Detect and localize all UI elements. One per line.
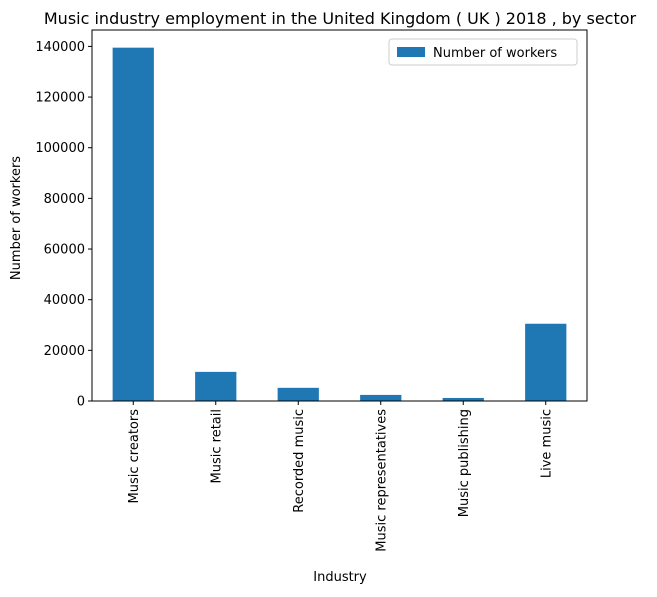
legend-label: Number of workers xyxy=(433,46,557,61)
plot-frame xyxy=(91,29,588,402)
y-tick-label: 120000 xyxy=(35,91,85,106)
y-tick-label: 80000 xyxy=(44,192,85,207)
x-tick-label: Recorded music xyxy=(292,409,307,513)
y-tick-label: 140000 xyxy=(35,40,85,55)
y-tick-label: 100000 xyxy=(35,141,85,156)
x-tick-label: Music retail xyxy=(209,409,224,483)
x-axis-label: Industry xyxy=(313,570,367,585)
legend-swatch xyxy=(397,47,425,57)
bar xyxy=(442,397,484,401)
bar xyxy=(195,371,237,401)
x-tick-label: Music creators xyxy=(127,409,142,504)
bar xyxy=(525,323,567,401)
y-axis-label: Number of workers xyxy=(9,156,24,280)
bar xyxy=(112,47,154,402)
y-tick-label: 0 xyxy=(77,395,85,410)
bar xyxy=(360,394,402,401)
bar xyxy=(277,387,319,401)
x-tick-label: Live music xyxy=(539,409,554,478)
x-tick-label: Music publishing xyxy=(457,409,472,517)
chart-title: Music industry employment in the United … xyxy=(44,9,637,28)
y-tick-label: 60000 xyxy=(44,243,85,258)
y-tick-label: 40000 xyxy=(44,293,85,308)
y-tick-label: 20000 xyxy=(44,344,85,359)
legend-box xyxy=(388,38,578,66)
x-tick-label: Music representatives xyxy=(374,409,389,552)
